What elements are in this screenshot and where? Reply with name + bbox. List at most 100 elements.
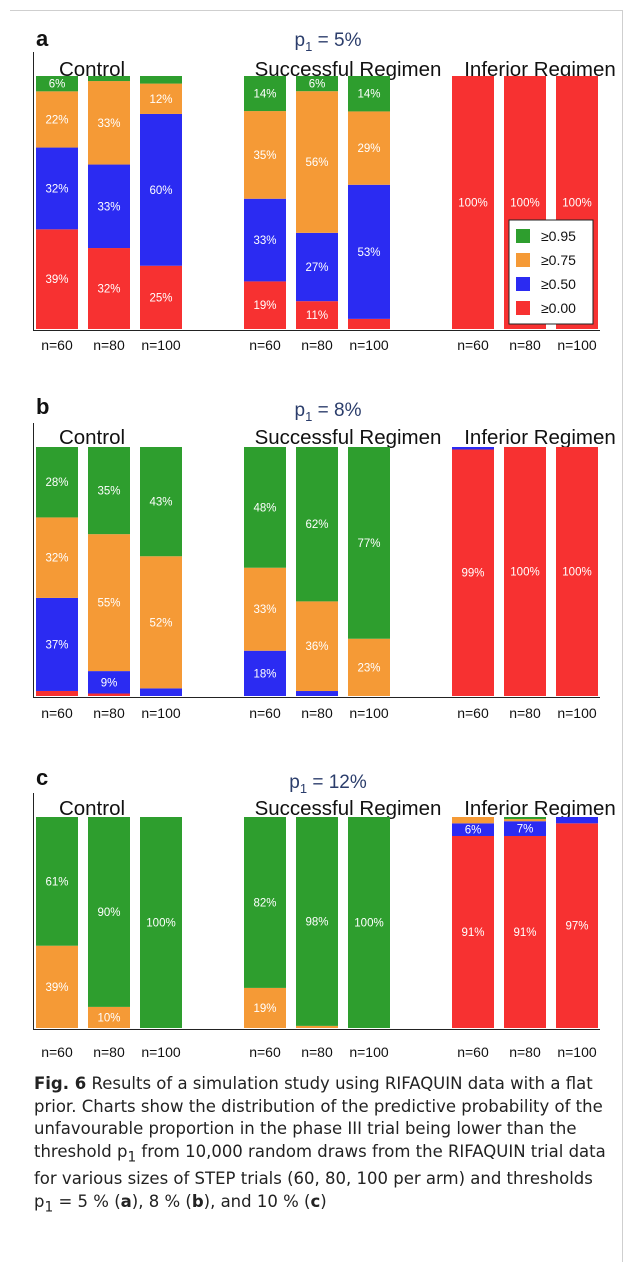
data-label-b-3-3: 48% bbox=[253, 502, 276, 514]
group-label-c-0: Control bbox=[59, 797, 125, 820]
bar-segment-b-6-0 bbox=[452, 449, 494, 696]
bar-segment-c-4-2 bbox=[296, 1025, 338, 1028]
data-label-c-6-0: 91% bbox=[461, 927, 484, 939]
bar-segment-c-7-3 bbox=[504, 817, 546, 820]
bar-segment-b-0-1 bbox=[36, 597, 78, 691]
bar-segment-a-3-3 bbox=[244, 76, 286, 112]
panel-title-b: p1 = 8% bbox=[295, 400, 362, 424]
panel-title-a: p1 = 5% bbox=[295, 30, 362, 54]
bar-segment-a-2-3 bbox=[140, 76, 182, 84]
bar-segment-a-1-1 bbox=[88, 164, 130, 249]
data-label-a-8-0: 100% bbox=[562, 198, 591, 210]
data-label-a-4-2: 56% bbox=[305, 157, 328, 169]
data-label-b-4-2: 36% bbox=[305, 641, 328, 653]
bar-segment-c-8-0 bbox=[556, 823, 598, 1028]
n-label-c-7: n=80 bbox=[509, 1044, 541, 1060]
data-label-a-4-0: 11% bbox=[306, 310, 328, 322]
n-label-b-6: n=60 bbox=[457, 705, 489, 721]
data-label-a-2-2: 12% bbox=[149, 94, 172, 106]
bar-segment-b-1-1 bbox=[88, 671, 130, 694]
data-label-a-2-0: 25% bbox=[149, 292, 172, 304]
n-label-a-7: n=80 bbox=[509, 337, 541, 353]
bar-segment-b-0-2 bbox=[36, 517, 78, 598]
n-label-b-4: n=80 bbox=[301, 705, 333, 721]
data-label-a-6-0: 100% bbox=[458, 198, 487, 210]
bar-segment-c-6-2 bbox=[452, 817, 494, 824]
data-label-c-3-2: 19% bbox=[253, 1003, 276, 1015]
data-label-c-0-3: 61% bbox=[45, 876, 68, 888]
data-label-c-5-3: 100% bbox=[354, 918, 383, 930]
bar-segment-a-5-1 bbox=[348, 184, 390, 319]
data-label-a-5-2: 29% bbox=[357, 143, 380, 155]
group-label-b-0: Control bbox=[59, 426, 125, 449]
data-label-b-3-2: 33% bbox=[253, 604, 276, 616]
bar-segment-b-4-3 bbox=[296, 447, 338, 602]
figure-frame bbox=[10, 10, 623, 1262]
n-label-b-1: n=80 bbox=[93, 705, 125, 721]
data-label-b-2-2: 52% bbox=[149, 617, 172, 629]
data-label-c-1-2: 10% bbox=[97, 1012, 120, 1024]
data-label-a-3-3: 14% bbox=[253, 89, 276, 101]
panel-letter-c: c bbox=[36, 765, 48, 790]
group-label-b-2: Inferior Regimen bbox=[464, 426, 616, 449]
bar-segment-c-5-3 bbox=[348, 817, 390, 1028]
data-label-a-5-1: 53% bbox=[357, 247, 380, 259]
n-label-b-3: n=60 bbox=[249, 705, 281, 721]
caption-ref-b: b bbox=[191, 1191, 204, 1211]
bar-segment-c-1-2 bbox=[88, 1006, 130, 1028]
n-label-b-5: n=100 bbox=[349, 705, 389, 721]
bar-segment-b-3-3 bbox=[244, 447, 286, 568]
bar-segment-c-6-0 bbox=[452, 835, 494, 1028]
data-label-b-5-2: 23% bbox=[357, 662, 380, 674]
bar-segment-c-6-1 bbox=[452, 823, 494, 836]
bar-segment-a-0-2 bbox=[36, 91, 78, 148]
data-label-c-1-3: 90% bbox=[97, 907, 120, 919]
bar-segment-b-0-3 bbox=[36, 447, 78, 518]
caption-ref-a: a bbox=[120, 1191, 132, 1211]
n-label-a-3: n=60 bbox=[249, 337, 281, 353]
data-label-b-4-3: 62% bbox=[305, 519, 328, 531]
caption-text-3: = 5 % ( bbox=[53, 1191, 121, 1211]
group-label-c-2: Inferior Regimen bbox=[464, 797, 616, 820]
panel-letter-b: b bbox=[36, 394, 49, 419]
caption-sub-2: 1 bbox=[44, 1199, 54, 1216]
n-label-a-5: n=100 bbox=[349, 337, 389, 353]
n-label-c-4: n=80 bbox=[301, 1044, 333, 1060]
bar-segment-b-4-1 bbox=[296, 691, 338, 696]
caption-text-1: Results of a simulation study using RIFA… bbox=[34, 1074, 603, 1161]
bar-segment-b-0-0 bbox=[36, 690, 78, 696]
n-label-a-2: n=100 bbox=[141, 337, 181, 353]
stacked-bar-charts: a p1 = 5% Control Successful Regimen Inferio… bbox=[33, 26, 616, 1060]
data-label-b-0-3: 28% bbox=[45, 477, 68, 489]
bar-segment-a-1-2 bbox=[88, 81, 130, 165]
n-label-c-0: n=60 bbox=[41, 1044, 73, 1060]
data-label-b-1-2: 55% bbox=[97, 598, 120, 610]
panel-title-c: p1 = 12% bbox=[289, 772, 367, 796]
bar-segment-c-0-2 bbox=[36, 945, 78, 1028]
figure-caption: Fig. 6 Results of a simulation study usi… bbox=[34, 1073, 614, 1219]
bar-segment-c-7-2 bbox=[504, 819, 546, 822]
panel-letter-a: a bbox=[36, 26, 49, 51]
bar-segment-a-4-3 bbox=[296, 76, 338, 92]
bar-segment-b-5-2 bbox=[348, 638, 390, 696]
group-label-a-0: Control bbox=[59, 58, 125, 81]
bar-segment-a-0-1 bbox=[36, 147, 78, 230]
data-label-a-0-1: 32% bbox=[45, 183, 68, 195]
bar-segment-a-3-2 bbox=[244, 111, 286, 199]
bar-segment-b-2-3 bbox=[140, 447, 182, 557]
group-label-a-1: Successful Regimen bbox=[255, 58, 442, 81]
data-label-a-0-0: 39% bbox=[45, 274, 68, 286]
n-label-b-2: n=100 bbox=[141, 705, 181, 721]
data-label-b-0-1: 37% bbox=[45, 639, 68, 651]
caption-ref-c: c bbox=[310, 1191, 321, 1211]
data-label-c-6-1: 6% bbox=[465, 825, 482, 837]
data-label-a-2-1: 60% bbox=[149, 185, 172, 197]
caption-text-2: from 10,000 random draws from the RIFAQU… bbox=[34, 1141, 606, 1211]
data-label-b-1-3: 35% bbox=[97, 486, 120, 498]
bar-segment-b-7-0 bbox=[504, 447, 546, 696]
data-label-c-8-0: 97% bbox=[565, 921, 588, 933]
bar-segment-a-4-2 bbox=[296, 91, 338, 233]
data-label-a-3-1: 33% bbox=[253, 235, 276, 247]
n-label-c-2: n=100 bbox=[141, 1044, 181, 1060]
